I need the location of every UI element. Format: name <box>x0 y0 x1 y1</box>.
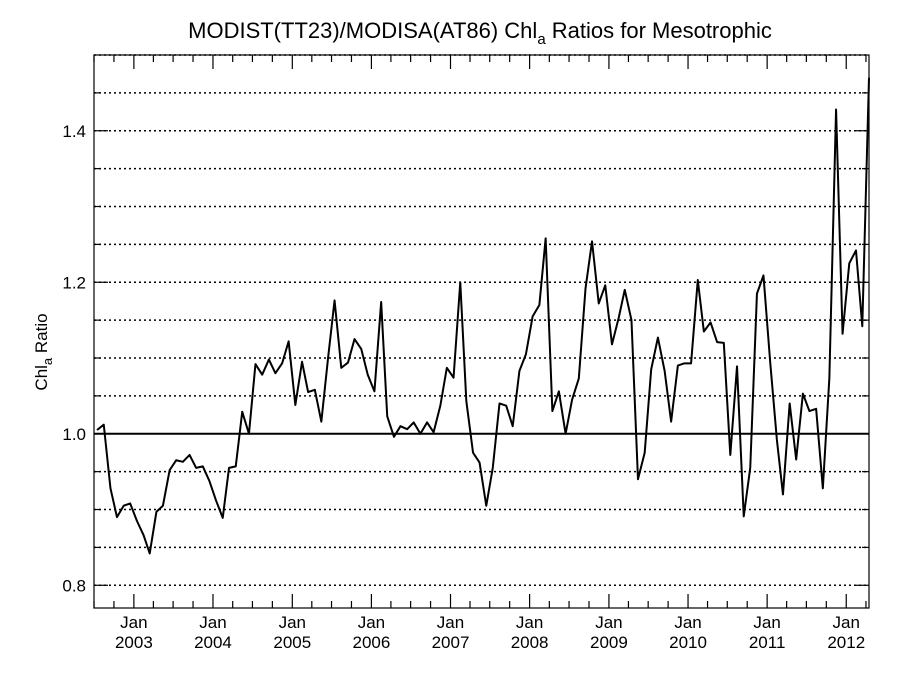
x-tick-year: 2007 <box>432 633 470 652</box>
x-tick-month: Jan <box>674 613 701 632</box>
x-tick-year: 2012 <box>827 633 865 652</box>
x-tick-month: Jan <box>279 613 306 632</box>
chart-title: MODIST(TT23)/MODISA(AT86) Chla Ratios fo… <box>188 18 772 48</box>
x-tick-month: Jan <box>595 613 622 632</box>
y-axis-label-subscript: a <box>40 357 55 365</box>
x-tick-month: Jan <box>199 613 226 632</box>
x-tick-year: 2004 <box>194 633 232 652</box>
x-tick-month: Jan <box>833 613 860 632</box>
x-tick-year: 2011 <box>749 633 786 652</box>
chart-title-prefix: MODIST(TT23)/MODISA(AT86) Chl <box>188 18 537 43</box>
x-tick-month: Jan <box>358 613 385 632</box>
y-axis-label: Chla Ratio <box>32 313 55 390</box>
series-line <box>96 77 870 555</box>
y-tick-label: 1.0 <box>62 425 86 444</box>
x-tick-year: 2008 <box>511 633 549 652</box>
x-tick-year: 2003 <box>115 633 153 652</box>
y-axis-label-prefix: Chl <box>32 365 51 391</box>
x-tick-month: Jan <box>437 613 464 632</box>
x-tick-year: 2006 <box>352 633 390 652</box>
x-tick-month: Jan <box>753 613 780 632</box>
chart-title-suffix: Ratios for Mesotrophic <box>546 18 772 43</box>
tick-layer: 0.81.01.21.4Jan2003Jan2004Jan2005Jan2006… <box>62 55 869 652</box>
x-tick-month: Jan <box>120 613 147 632</box>
x-tick-year: 2009 <box>590 633 628 652</box>
y-axis-label-suffix: Ratio <box>32 313 51 357</box>
x-tick-year: 2005 <box>273 633 311 652</box>
x-tick-year: 2010 <box>669 633 707 652</box>
chart-title-subscript: a <box>537 31 546 48</box>
plot-frame <box>93 54 870 609</box>
y-tick-label: 1.4 <box>62 122 86 141</box>
grid-layer <box>94 54 869 587</box>
y-tick-label: 0.8 <box>62 576 86 595</box>
x-tick-month: Jan <box>516 613 543 632</box>
y-tick-label: 1.2 <box>62 273 86 292</box>
